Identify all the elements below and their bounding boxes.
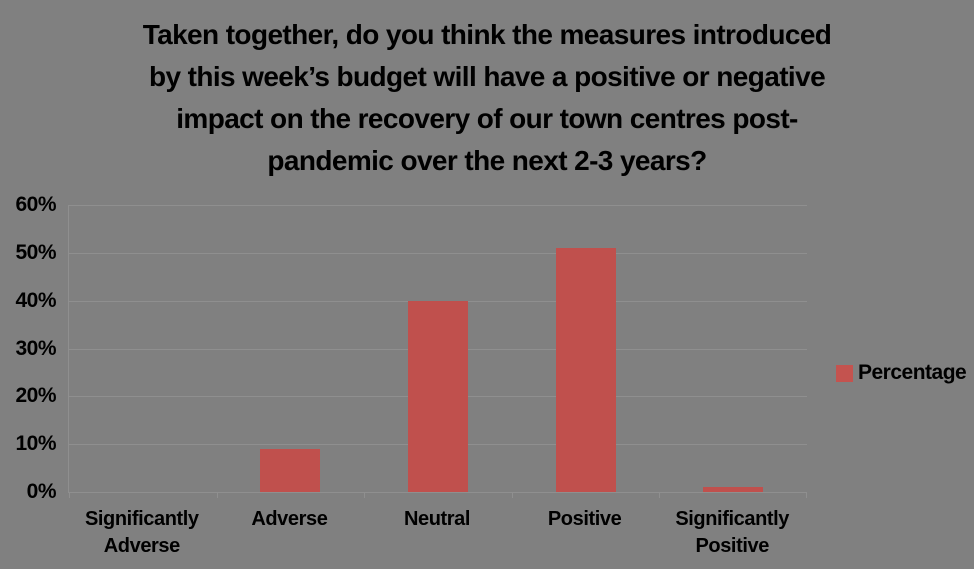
x-axis-tick [217,493,218,498]
x-axis-tick [806,493,807,498]
y-tick-label: 0% [26,480,57,503]
chart-title-line: Taken together, do you think the measure… [142,19,832,50]
x-category-label: Significantly Adverse [84,508,199,557]
y-tick-label: 60% [15,193,56,216]
legend-marker-icon [836,364,853,382]
x-axis-tick [364,493,365,498]
bar [703,487,764,492]
x-axis: Significantly Adverse Adverse Neutral Posit… [68,506,806,566]
y-tick-label: 50% [15,240,56,264]
bar [260,449,321,492]
bar [555,248,616,492]
x-category-label: Neutral [403,508,471,530]
x-category-label: Significantly Positive [675,508,790,557]
legend-label: Percentage [858,361,967,384]
chart-title-line: pandemic over the next 2-3 years? [267,145,707,176]
x-axis-tick [512,493,513,498]
y-axis: 0% 10% 20% 30% 40% 50% 60% [0,194,56,502]
x-category-label: Positive [547,508,622,530]
chart-title-line: impact on the recovery of our town centr… [176,103,798,134]
x-category-label: Adverse [251,508,328,530]
legend: Percentage [836,361,967,385]
plot-area [68,205,807,498]
y-tick-label: 10% [15,432,56,456]
y-tick-label: 20% [15,384,56,408]
bar [408,301,468,492]
x-axis-tick [69,493,70,498]
y-tick-label: 30% [15,336,56,360]
chart-title: Taken together, do you think the measure… [50,14,924,182]
gridline [69,252,807,254]
y-tick-label: 40% [15,288,56,312]
gridline [69,205,807,206]
x-axis-tick [659,493,660,498]
chart-title-line: by this week’s budget will have a positi… [148,61,826,92]
